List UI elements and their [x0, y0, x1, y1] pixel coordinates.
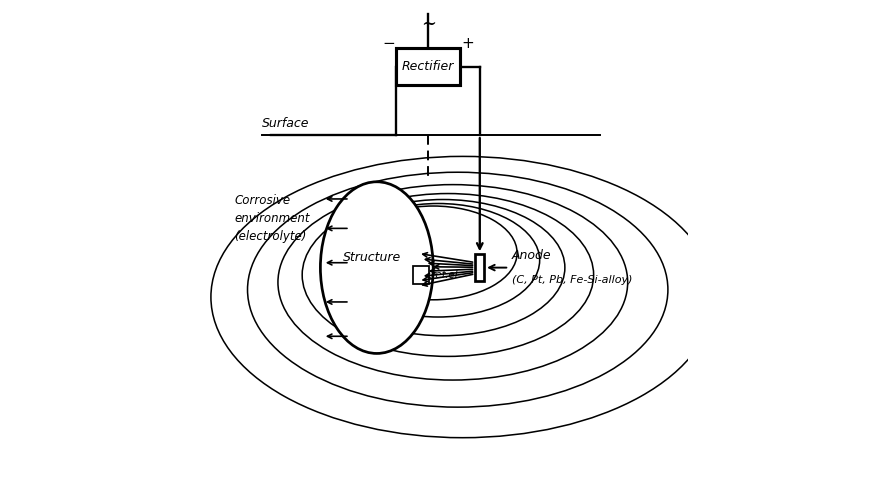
- Text: Anode: Anode: [511, 249, 551, 262]
- Text: (C, Pt, Pb, Fe-Si-alloy): (C, Pt, Pb, Fe-Si-alloy): [511, 275, 633, 285]
- Text: Surface: Surface: [261, 117, 309, 130]
- Ellipse shape: [321, 182, 433, 354]
- Bar: [413, 266, 429, 284]
- Text: Structure: Structure: [343, 251, 401, 264]
- Text: ~: ~: [421, 14, 436, 33]
- Text: +: +: [461, 36, 474, 51]
- Text: Corrosive
environment
(electrolyte): Corrosive environment (electrolyte): [235, 194, 310, 243]
- Bar: [476, 254, 484, 281]
- Text: ref.el.: ref.el.: [431, 270, 461, 280]
- Text: Rectifier: Rectifier: [402, 60, 455, 73]
- FancyBboxPatch shape: [396, 48, 460, 85]
- Text: −: −: [383, 36, 395, 51]
